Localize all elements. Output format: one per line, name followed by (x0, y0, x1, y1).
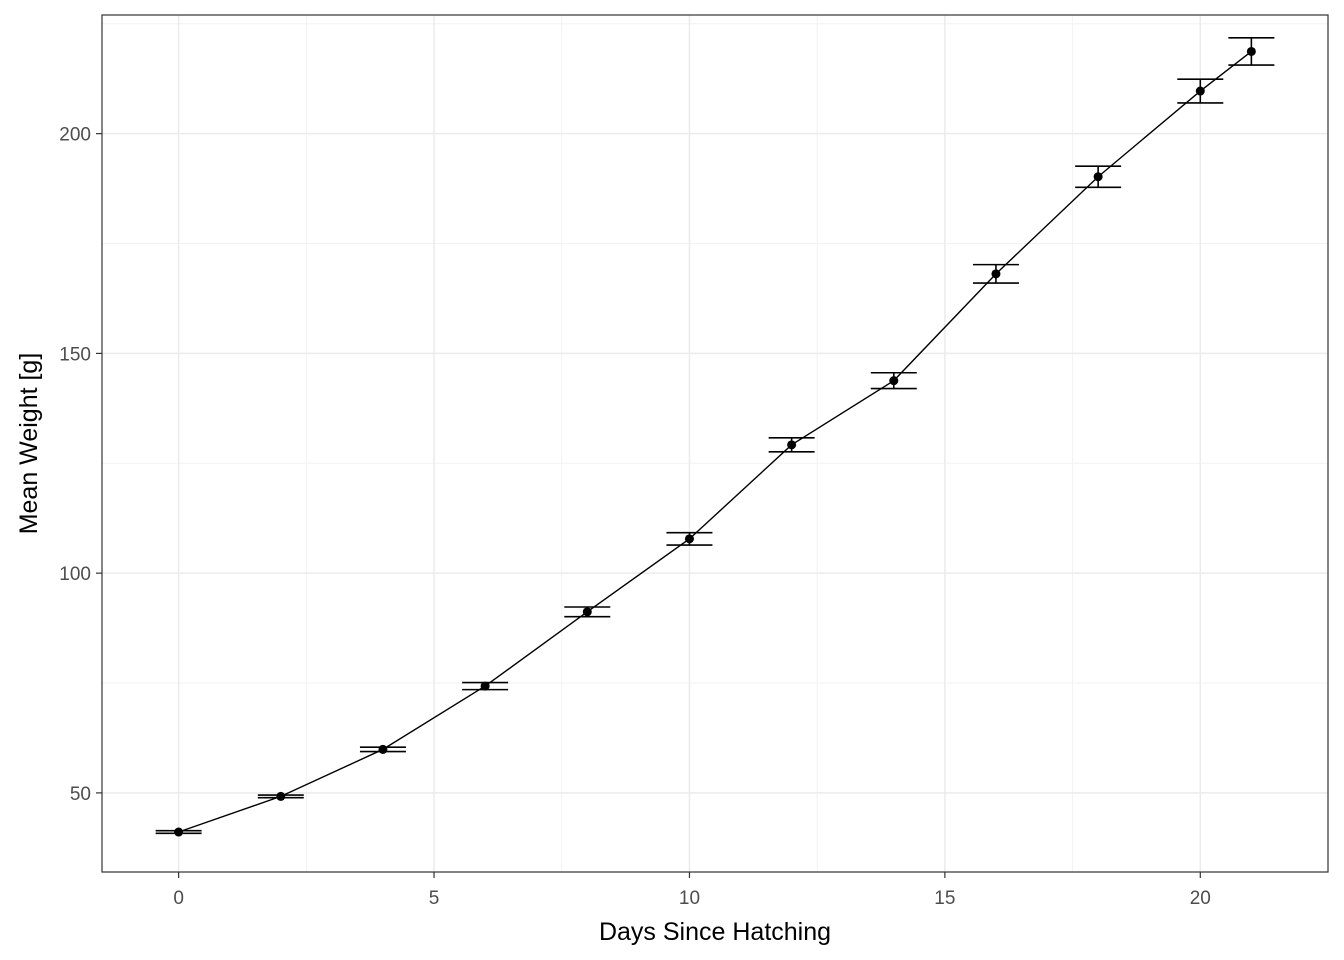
grid (102, 15, 1329, 872)
x-tick-label: 10 (679, 888, 700, 909)
data-point (174, 827, 184, 837)
data-point (1195, 86, 1205, 96)
data-point (991, 269, 1001, 279)
y-tick-label: 100 (59, 564, 91, 585)
data-point (582, 607, 592, 617)
series-line (178, 50, 1252, 833)
axes: 0 5 10 15 20 50 100 150 200 (59, 125, 1211, 909)
y-tick-label: 150 (59, 344, 91, 365)
data-point (378, 744, 388, 754)
data-point (1093, 172, 1103, 182)
data-point (889, 376, 899, 386)
data-point (480, 681, 490, 691)
x-tick-label: 20 (1190, 888, 1211, 909)
x-tick-label: 5 (429, 888, 440, 909)
data-point (684, 534, 694, 544)
y-tick-label: 50 (70, 784, 91, 805)
series-layer (155, 37, 1275, 837)
x-tick-label: 0 (173, 888, 184, 909)
y-axis-title: Mean Weight [g] (15, 353, 43, 535)
y-tick-label: 200 (59, 125, 91, 146)
data-point (276, 791, 286, 801)
panel-border (101, 14, 1329, 873)
data-point (787, 440, 797, 450)
data-point (1246, 46, 1256, 56)
x-axis-title: Days Since Hatching (599, 918, 831, 946)
x-tick-label: 15 (934, 888, 955, 909)
